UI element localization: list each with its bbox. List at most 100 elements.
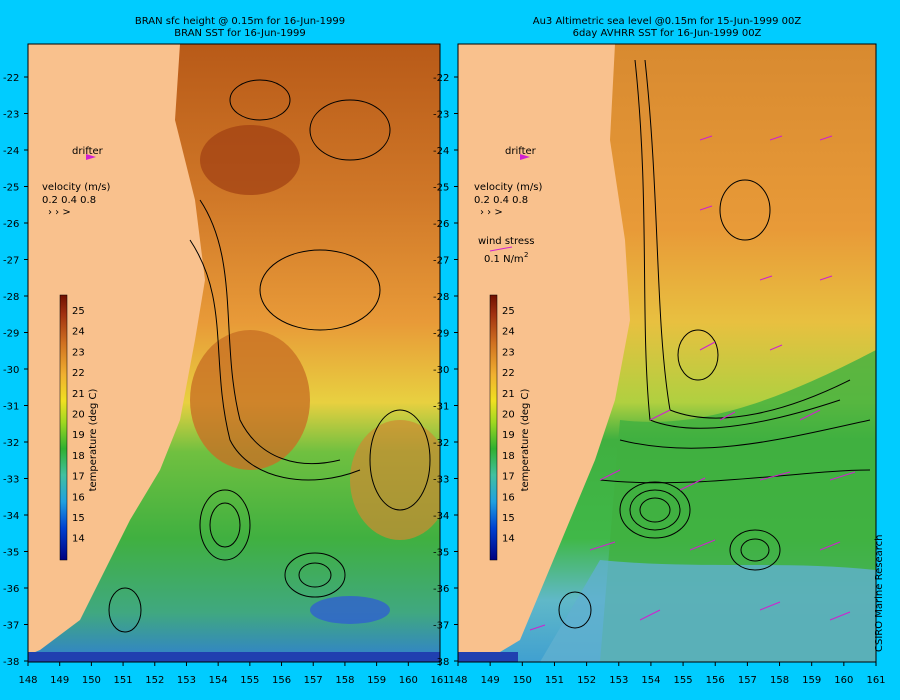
colorbar-tick-label: 21 [502,389,515,400]
y-tick-label: -35 [433,548,449,559]
y-tick-label: -23 [3,110,19,121]
y-tick-label: -31 [433,402,449,413]
x-tick-label: 159 [367,675,386,686]
y-tick-label: -24 [433,146,449,157]
y-tick-label: -37 [3,621,19,632]
colorbar-tick-label: 25 [502,306,515,317]
y-tick-label: -36 [3,584,19,595]
colorbar-tick-label: 24 [502,327,515,338]
right-velocity-arrows: › › > [480,207,503,218]
y-tick-label: -36 [433,584,449,595]
right-title-line2: 6day AVHRR SST for 16-Jun-1999 00Z [572,28,762,39]
x-tick-label: 154 [641,675,660,686]
right-wind-scale: 0.1 N/m [484,254,524,265]
credit-text: CSIRO Marine Research [874,535,885,652]
right-title-line1: Au3 Altimetric sea level @0.15m for 15-J… [532,16,802,27]
right-wind-scale-arrow [489,246,513,252]
colorbar-tick-label: 16 [502,492,515,503]
x-tick-label: 159 [802,675,821,686]
right-wind-label: wind stress [478,236,534,247]
right-contours [558,59,871,629]
x-tick-label: 158 [770,675,789,686]
colorbar-tick-label: 17 [502,472,515,483]
right-map [458,44,876,662]
x-tick-label: 148 [448,675,467,686]
y-tick-label: -27 [433,256,449,267]
colorbar-tick-label: 14 [72,534,85,545]
colorbar-tick-label: 23 [72,347,85,358]
left-velocity-scale: 0.2 0.4 0.8 [42,195,96,206]
colorbar-tick-label: 17 [72,472,85,483]
y-tick-label: -26 [433,219,449,230]
y-tick-label: -22 [433,73,449,84]
x-tick-label: 151 [545,675,564,686]
right-velocity-label: velocity (m/s) [474,182,542,193]
x-tick-label: 149 [50,675,69,686]
colorbar-tick-label: 18 [502,451,515,462]
colorbar-tick-label: 19 [72,430,85,441]
colorbar-tick-label: 19 [502,430,515,441]
y-tick-label: -33 [3,475,19,486]
left-title-line1: BRAN sfc height @ 0.15m for 16-Jun-1999 [134,16,346,27]
x-tick-label: 157 [304,675,323,686]
left-drifter-label: drifter [72,146,104,157]
x-tick-label: 160 [399,675,418,686]
x-tick-label: 160 [834,675,853,686]
right-x-axis: 148 149 150 151 152 153 154 155 156 157 158 159 160 1… [448,662,886,686]
x-tick-label: 156 [706,675,725,686]
colorbar-tick-label: 15 [502,513,515,524]
y-tick-label: -29 [433,329,449,340]
colorbar-tick-label: 15 [72,513,85,524]
right-y-axis: -22 -23 -24 -25 -26 -27 -28 -29 -30 -31 -32 -33 -34 -… [433,73,458,668]
x-tick-label: 152 [577,675,596,686]
left-map [28,44,440,662]
y-tick-label: -23 [433,110,449,121]
left-velocity-label: velocity (m/s) [42,182,110,193]
left-land [28,44,205,655]
left-x-axis: 148 149 150 151 152 153 154 155 156 157 158 159 160 1… [18,662,450,686]
x-tick-label: 151 [114,675,133,686]
x-tick-label: 157 [738,675,757,686]
x-tick-label: 161 [866,675,885,686]
left-velocity-arrows: › › > [48,207,71,218]
right-wind-scale-sup: 2 [524,251,528,259]
left-colorbar-label: temperature (deg C) [88,388,99,491]
x-tick-label: 150 [513,675,532,686]
y-tick-label: -25 [3,183,19,194]
colorbar-tick-label: 14 [502,534,515,545]
y-tick-label: -30 [433,365,449,376]
left-y-axis: -22 -23 -24 -25 -26 -27 -28 -29 -30 -31 -32 -33 -34 -… [3,73,28,668]
y-tick-label: -37 [433,621,449,632]
left-drifter-icon [86,154,96,160]
y-tick-label: -34 [433,511,449,522]
y-tick-label: -27 [3,256,19,267]
x-tick-label: 148 [18,675,37,686]
right-drifter-label: drifter [505,146,537,157]
colorbar-tick-label: 20 [72,410,85,421]
x-tick-label: 154 [209,675,228,686]
left-frame [27,43,441,663]
colorbar-tick-label: 25 [72,306,85,317]
colorbar-tick-label: 22 [502,368,515,379]
x-tick-label: 150 [82,675,101,686]
x-tick-label: 152 [145,675,164,686]
x-tick-label: 155 [240,675,259,686]
y-tick-label: -32 [433,438,449,449]
left-contours [108,79,431,633]
right-title: Au3 Altimetric sea level @0.15m for 15-J… [458,16,876,40]
left-title: BRAN sfc height @ 0.15m for 16-Jun-1999 … [40,16,440,40]
right-wind-arrows [529,135,856,631]
y-tick-label: -38 [433,657,449,668]
y-tick-label: -25 [433,183,449,194]
y-tick-label: -34 [3,511,19,522]
x-tick-label: 161 [430,675,449,686]
colorbar-tick-label: 18 [72,451,85,462]
y-tick-label: -22 [3,73,19,84]
x-tick-label: 153 [609,675,628,686]
colorbar-tick-label: 22 [72,368,85,379]
y-tick-label: -35 [3,548,19,559]
x-tick-label: 153 [177,675,196,686]
x-tick-label: 155 [674,675,693,686]
colorbar-tick-label: 23 [502,347,515,358]
